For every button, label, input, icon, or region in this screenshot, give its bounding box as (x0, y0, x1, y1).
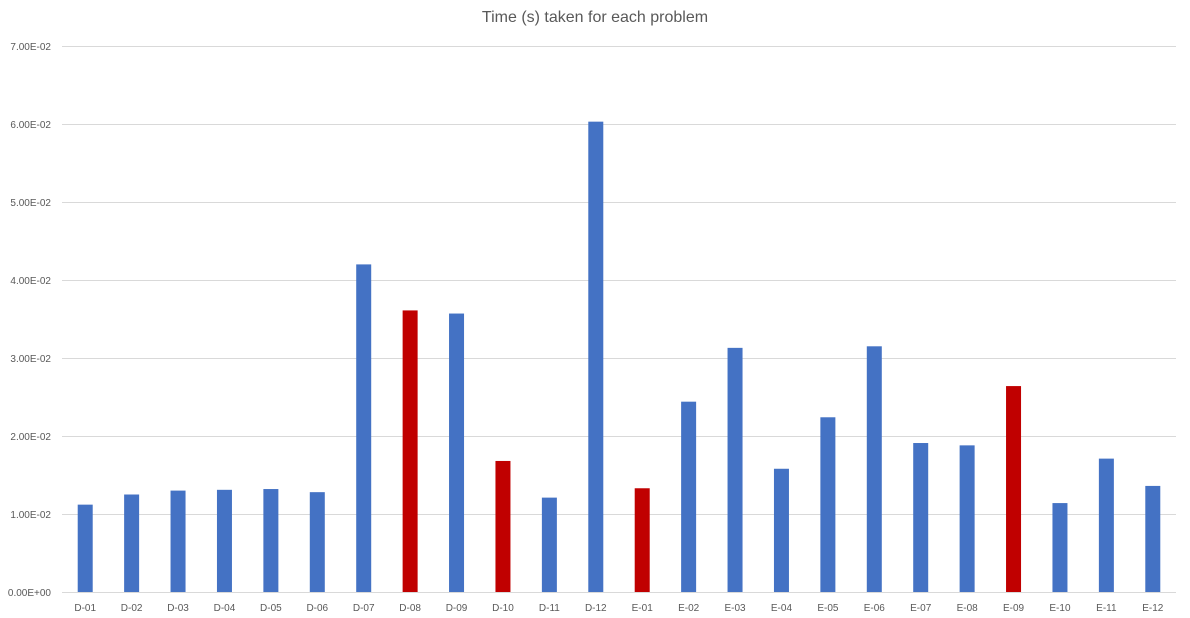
x-tick-label: D-04 (214, 603, 236, 614)
x-tick-label: D-02 (121, 603, 143, 614)
bar-d-10 (495, 460, 511, 592)
bar-d-02 (124, 494, 140, 592)
x-tick-label: E-07 (910, 603, 932, 614)
x-tick-label: D-01 (74, 603, 96, 614)
bar-e-04 (773, 468, 789, 592)
x-tick-label: E-11 (1096, 603, 1117, 614)
bar-d-03 (170, 490, 186, 592)
bar-e-11 (1098, 458, 1114, 592)
bar-e-10 (1052, 503, 1068, 592)
x-tick-label: E-12 (1142, 603, 1164, 614)
x-tick-label: E-10 (1049, 603, 1071, 614)
x-tick-label: D-08 (399, 603, 421, 614)
x-tick-label: E-06 (864, 603, 886, 614)
x-tick-label: E-04 (771, 603, 793, 614)
bar-d-11 (541, 497, 557, 592)
x-tick-label: E-02 (678, 603, 700, 614)
x-tick-label: E-01 (632, 603, 654, 614)
x-tick-label: E-05 (817, 603, 839, 614)
x-tick-label: D-07 (353, 603, 375, 614)
x-tick-label: D-06 (306, 603, 328, 614)
y-tick-label: 5.00E-02 (10, 198, 51, 209)
x-tick-label: D-10 (492, 603, 514, 614)
x-tick-label: D-12 (585, 603, 607, 614)
bar-d-05 (263, 489, 279, 592)
x-tick-label: D-09 (446, 603, 468, 614)
bar-e-12 (1145, 485, 1161, 592)
y-tick-label: 4.00E-02 (10, 276, 51, 287)
y-tick-label: 0.00E+00 (8, 588, 52, 599)
y-tick-label: 1.00E-02 (10, 510, 51, 521)
bar-e-07 (913, 443, 929, 592)
y-tick-label: 7.00E-02 (10, 42, 51, 53)
bar-d-01 (77, 504, 93, 592)
bar-e-01 (634, 488, 650, 592)
bar-d-07 (356, 264, 372, 592)
x-tick-label: D-03 (167, 603, 189, 614)
x-tick-label: D-05 (260, 603, 282, 614)
y-tick-label: 3.00E-02 (10, 354, 51, 365)
chart-title: Time (s) taken for each problem (481, 9, 709, 26)
bar-d-06 (309, 492, 325, 592)
y-tick-label: 6.00E-02 (10, 120, 51, 131)
x-tick-label: D-11 (539, 603, 560, 614)
bar-e-06 (866, 346, 882, 592)
bar-d-04 (216, 489, 232, 592)
bar-e-09 (1006, 386, 1022, 592)
bar-d-08 (402, 310, 418, 592)
x-tick-label: E-03 (724, 603, 746, 614)
bar-e-03 (727, 347, 743, 592)
x-tick-label: E-09 (1003, 603, 1025, 614)
bar-e-05 (820, 417, 836, 592)
bar-d-12 (588, 121, 604, 592)
y-tick-label: 2.00E-02 (10, 432, 51, 443)
bar-e-02 (681, 401, 697, 592)
x-tick-label: E-08 (957, 603, 979, 614)
bar-e-08 (959, 445, 975, 592)
bar-d-09 (449, 313, 465, 592)
